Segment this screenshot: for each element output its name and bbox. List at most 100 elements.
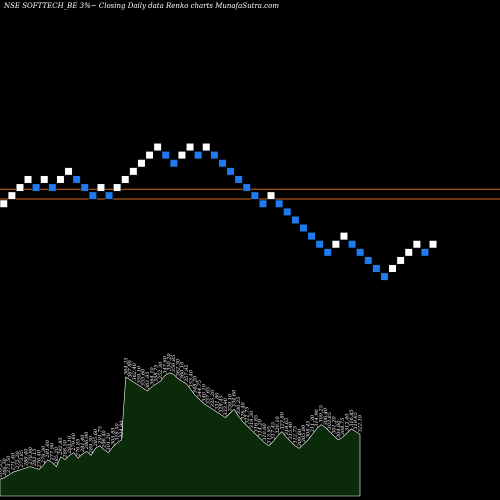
- volume-label: 352.30: [158, 361, 164, 379]
- renko-brick-down: [32, 183, 41, 192]
- volume-label: 333.90: [223, 397, 229, 415]
- volume-label: 330.25: [236, 397, 242, 415]
- renko-brick-up: [331, 240, 340, 249]
- volume-label: 362.40: [132, 362, 138, 380]
- renko-brick-up: [396, 256, 405, 265]
- volume-label: 364.10: [149, 366, 155, 384]
- volume-label: 278.90: [28, 446, 34, 465]
- volume-label: 281.40: [80, 434, 86, 453]
- volume-label: 353.40: [188, 369, 194, 387]
- renko-brick-down: [291, 215, 300, 224]
- renko-brick-down: [315, 240, 324, 249]
- volume-label: 288.50: [63, 439, 69, 458]
- volume-label: 310.60: [262, 422, 268, 440]
- renko-brick-down: [80, 183, 89, 192]
- renko-brick-up: [137, 159, 146, 168]
- volume-label: 277.90: [50, 442, 56, 461]
- volume-label: 339.10: [227, 393, 233, 411]
- volume-area: [0, 372, 361, 497]
- volume-label: 322.75: [245, 407, 251, 425]
- renko-brick-down: [194, 151, 203, 160]
- renko-brick-down: [258, 199, 267, 208]
- renko-brick-up: [7, 191, 16, 200]
- volume-label: 313.95: [266, 426, 272, 444]
- volume-label: 350.20: [167, 352, 173, 370]
- renko-brick-up: [121, 175, 130, 184]
- renko-brick-down: [364, 256, 373, 265]
- volume-label: 273.50: [6, 455, 12, 474]
- volume-label: 266.30: [2, 457, 8, 476]
- volume-label: 360.10: [180, 361, 186, 379]
- renko-brick-up: [24, 175, 33, 184]
- volume-label: 367.80: [128, 359, 134, 377]
- volume-label: 359.10: [136, 365, 142, 383]
- volume-label: 281.60: [45, 439, 51, 458]
- renko-brick-down: [307, 232, 316, 241]
- volume-label: 358.75: [154, 365, 160, 383]
- volume-label: 357.95: [184, 365, 190, 383]
- volume-label: 319.30: [249, 410, 255, 428]
- renko-brick-down: [72, 175, 81, 184]
- volume-label: 356.85: [171, 355, 177, 373]
- volume-label: 283.10: [67, 435, 73, 454]
- renko-brick-down: [161, 151, 170, 160]
- volume-label: 318.65: [284, 418, 290, 436]
- volume-label: 362.30: [175, 358, 181, 376]
- volume-label: 271.40: [11, 452, 17, 471]
- volume-label: 291.75: [97, 426, 103, 445]
- volume-label: 320.10: [275, 415, 281, 433]
- volume-label: 289.30: [89, 435, 95, 454]
- volume-label: 276.40: [37, 449, 43, 468]
- volume-area-path: [0, 372, 361, 497]
- renko-brick-down: [323, 248, 332, 257]
- renko-brick-down: [210, 151, 219, 160]
- volume-label: 317.45: [271, 422, 277, 440]
- renko-brick-down: [242, 183, 251, 192]
- volume-label: 315.40: [288, 421, 294, 439]
- volume-label: 326.40: [240, 401, 246, 419]
- renko-brick-up: [186, 143, 195, 152]
- renko-brick-up: [113, 183, 122, 192]
- volume-label: 334.60: [232, 389, 238, 407]
- volume-label: 331.80: [214, 392, 220, 410]
- volume-label: 344.75: [197, 380, 203, 398]
- volume-label: 305.80: [301, 424, 307, 442]
- volume-label: 322.10: [358, 414, 364, 432]
- volume-label: 305.85: [110, 428, 116, 446]
- volume-label: 275.20: [15, 450, 21, 469]
- volume-label: 301.20: [331, 415, 337, 433]
- renko-brick-down: [275, 199, 284, 208]
- renko-brick-up: [153, 143, 162, 152]
- volume-label: 314.20: [258, 418, 264, 436]
- renko-brick-down: [218, 159, 227, 168]
- volume-label: 306.40: [323, 407, 329, 425]
- renko-brick-up: [339, 232, 348, 241]
- volume-label: 328.45: [219, 395, 225, 413]
- volume-labels: 269.25266.30273.50271.40275.20273.85280.…: [0, 352, 364, 478]
- volume-label: 348.20: [193, 375, 199, 393]
- volume-label: 308.45: [305, 421, 311, 439]
- volume-label: 337.65: [206, 387, 212, 405]
- renko-brick-up: [177, 151, 186, 160]
- renko-brick-up: [96, 183, 105, 192]
- volume-label: 276.85: [76, 439, 82, 458]
- volume-label: 279.30: [41, 445, 47, 464]
- renko-brick-down: [380, 272, 389, 281]
- volume-label: 301.20: [106, 432, 112, 450]
- renko-brick-down: [226, 167, 235, 176]
- volume-label: 347.60: [162, 355, 168, 373]
- renko-brick-up: [388, 264, 397, 273]
- renko-brick-down: [356, 248, 365, 257]
- volume-label: 312.75: [292, 426, 298, 444]
- renko-brick-down: [372, 264, 381, 273]
- renko-brick-down: [299, 224, 308, 233]
- volume-label: 285.60: [93, 428, 99, 447]
- volume-label: 355.60: [141, 368, 147, 386]
- volume-label: 316.85: [349, 409, 355, 427]
- volume-label: 361.95: [145, 372, 151, 390]
- volume-label: 309.25: [318, 405, 324, 423]
- volume-label: 282.15: [32, 449, 38, 468]
- volume-label: 296.40: [102, 429, 108, 448]
- renko-brick-up: [15, 183, 24, 192]
